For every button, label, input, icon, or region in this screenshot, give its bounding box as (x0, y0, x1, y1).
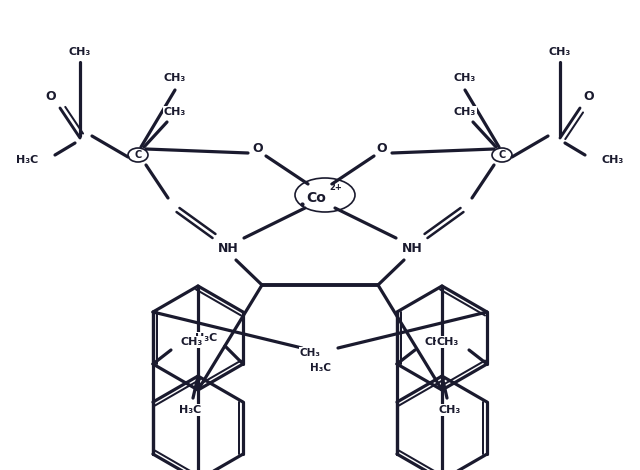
Text: C: C (499, 150, 506, 160)
Text: CH₃: CH₃ (425, 337, 447, 347)
Text: Co: Co (306, 191, 326, 205)
Text: C: C (134, 150, 141, 160)
Text: NH: NH (402, 242, 422, 254)
Text: CH₃: CH₃ (454, 107, 476, 117)
Text: CH₃: CH₃ (439, 405, 461, 415)
Text: CH₃: CH₃ (164, 73, 186, 83)
Text: O: O (584, 89, 595, 102)
Text: H₃C: H₃C (16, 155, 38, 165)
Text: H₃C: H₃C (195, 333, 217, 343)
Text: O: O (45, 89, 56, 102)
Text: H₃C: H₃C (179, 405, 201, 415)
Text: CH₃: CH₃ (602, 155, 624, 165)
Text: CH₃: CH₃ (164, 107, 186, 117)
Text: H₃C: H₃C (310, 363, 330, 373)
Text: O: O (253, 141, 263, 155)
Text: CH₃: CH₃ (300, 348, 321, 358)
Text: CH₃: CH₃ (549, 47, 571, 57)
Text: CH₃: CH₃ (69, 47, 91, 57)
Text: CH₃: CH₃ (436, 337, 459, 347)
Text: 2+: 2+ (330, 183, 342, 193)
Text: CH₃: CH₃ (454, 73, 476, 83)
Text: NH: NH (218, 242, 238, 254)
Text: O: O (377, 141, 387, 155)
Text: CH₃: CH₃ (181, 337, 204, 347)
